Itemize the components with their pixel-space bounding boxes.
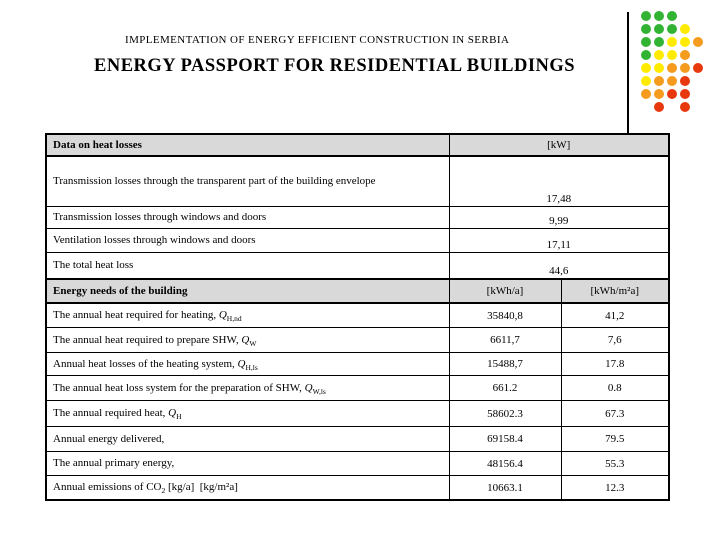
- row-label: Annual emissions of CO2 [kg/a] [kg/m²a]: [45, 474, 450, 501]
- orange-dot-icon: [680, 50, 690, 60]
- row-value: 17.8: [560, 351, 670, 376]
- row-value: 6611,7: [448, 326, 562, 353]
- orange-dot-icon: [693, 37, 703, 47]
- dots-grid: [641, 11, 706, 116]
- row-label: Ventilation losses through windows and d…: [45, 227, 450, 253]
- orange-dot-icon: [654, 76, 664, 86]
- page-title: ENERGY PASSPORT FOR RESIDENTIAL BUILDING…: [94, 56, 576, 76]
- table-row: Data on heat losses [kW]: [45, 133, 670, 157]
- row-value: 7,6: [560, 326, 670, 353]
- green-dot-icon: [654, 11, 664, 21]
- row-value: 0.8: [560, 374, 670, 401]
- row-label: Transmission losses through windows and …: [45, 205, 450, 229]
- green-dot-icon: [667, 24, 677, 34]
- yellow-dot-icon: [641, 63, 651, 73]
- row-value: 44,6: [448, 251, 670, 280]
- unit-header-kwh-m2a: [kWh/m²a]: [560, 278, 670, 304]
- orange-dot-icon: [641, 89, 651, 99]
- green-dot-icon: [654, 24, 664, 34]
- orange-dot-icon: [667, 76, 677, 86]
- row-value: 35840,8: [448, 302, 562, 328]
- row-label: The annual primary energy,: [45, 450, 450, 476]
- row-value: 48156.4: [448, 450, 562, 476]
- yellow-dot-icon: [654, 50, 664, 60]
- yellow-dot-icon: [667, 50, 677, 60]
- green-dot-icon: [667, 11, 677, 21]
- table-row: Transmission losses through the transpar…: [45, 155, 670, 207]
- yellow-dot-icon: [680, 24, 690, 34]
- row-value: 15488,7: [448, 351, 562, 376]
- table-row: The annual primary energy, 48156.4 55.3: [45, 450, 670, 476]
- orange-dot-icon: [654, 89, 664, 99]
- energy-passport-table: Data on heat losses [kW] Transmission lo…: [45, 133, 670, 501]
- section-header-heat-losses: Data on heat losses: [45, 133, 450, 157]
- unit-header-kwh-a: [kWh/a]: [448, 278, 562, 304]
- row-label: The annual heat required to prepare SHW,…: [45, 326, 450, 353]
- yellow-dot-icon: [654, 63, 664, 73]
- table-row: Annual emissions of CO2 [kg/a] [kg/m²a] …: [45, 474, 670, 501]
- row-value: 10663.1: [448, 474, 562, 501]
- row-value: 55.3: [560, 450, 670, 476]
- orange-dot-icon: [680, 63, 690, 73]
- row-value: 41,2: [560, 302, 670, 328]
- red-dot-icon: [693, 63, 703, 73]
- table-row: The total heat loss 44,6: [45, 251, 670, 280]
- row-value: 69158.4: [448, 425, 562, 452]
- table-row: Ventilation losses through windows and d…: [45, 227, 670, 253]
- green-dot-icon: [641, 50, 651, 60]
- green-dot-icon: [641, 11, 651, 21]
- row-label: The annual heat loss system for the prep…: [45, 374, 450, 401]
- table-row: The annual heat required to prepare SHW,…: [45, 326, 670, 353]
- yellow-dot-icon: [680, 37, 690, 47]
- red-dot-icon: [680, 102, 690, 112]
- table-row: The annual required heat, QH 58602.3 67.…: [45, 399, 670, 427]
- orange-dot-icon: [667, 63, 677, 73]
- red-dot-icon: [654, 102, 664, 112]
- vertical-divider-line: [627, 12, 629, 133]
- row-value: 17,11: [448, 227, 670, 253]
- table-row: Transmission losses through windows and …: [45, 205, 670, 229]
- row-label: Annual heat losses of the heating system…: [45, 351, 450, 376]
- slide-subtitle: IMPLEMENTATION OF ENERGY EFFICIENT CONST…: [125, 34, 510, 46]
- table-row: The annual heat loss system for the prep…: [45, 374, 670, 401]
- table-row: Annual heat losses of the heating system…: [45, 351, 670, 376]
- red-dot-icon: [680, 76, 690, 86]
- row-value: 9,99: [448, 205, 670, 229]
- row-value: 58602.3: [448, 399, 562, 427]
- row-label: The annual required heat, QH: [45, 399, 450, 427]
- row-label: Transmission losses through the transpar…: [45, 155, 450, 207]
- table-row: Energy needs of the building [kWh/a] [kW…: [45, 278, 670, 304]
- row-value: 67.3: [560, 399, 670, 427]
- unit-header-kw: [kW]: [448, 133, 670, 157]
- red-dot-icon: [680, 89, 690, 99]
- yellow-dot-icon: [641, 76, 651, 86]
- table-row: The annual heat required for heating, QH…: [45, 302, 670, 328]
- row-value: 17,48: [448, 155, 670, 207]
- row-label: Annual energy delivered,: [45, 425, 450, 452]
- row-value: 79.5: [560, 425, 670, 452]
- yellow-dot-icon: [667, 37, 677, 47]
- row-label: The annual heat required for heating, QH…: [45, 302, 450, 328]
- row-label: The total heat loss: [45, 251, 450, 280]
- section-header-energy-needs: Energy needs of the building: [45, 278, 450, 304]
- row-value: 661.2: [448, 374, 562, 401]
- table-row: Annual energy delivered, 69158.4 79.5: [45, 425, 670, 452]
- green-dot-icon: [641, 37, 651, 47]
- green-dot-icon: [654, 37, 664, 47]
- green-dot-icon: [641, 24, 651, 34]
- row-value: 12.3: [560, 474, 670, 501]
- red-dot-icon: [667, 89, 677, 99]
